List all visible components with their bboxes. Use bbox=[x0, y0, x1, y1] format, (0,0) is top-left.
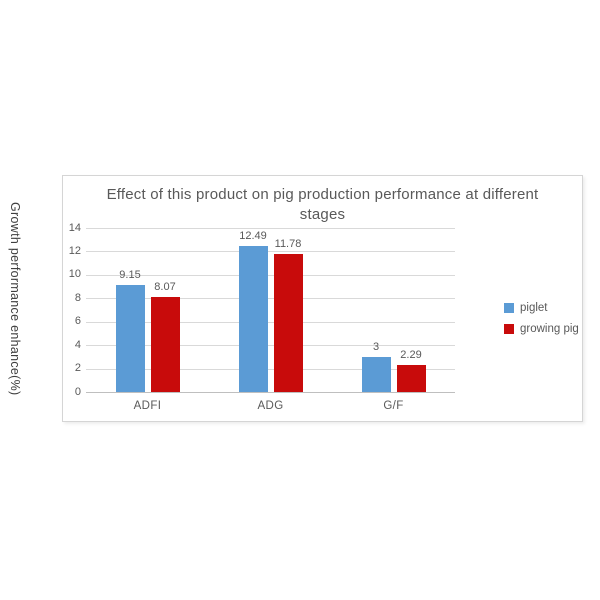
y-tick-label: 12 bbox=[68, 244, 81, 257]
x-axis-line bbox=[86, 392, 455, 393]
bar-growing-pig-ADG bbox=[273, 254, 303, 392]
legend-label: piglet bbox=[520, 302, 548, 314]
gridline bbox=[86, 321, 455, 323]
y-tick-label: 14 bbox=[68, 221, 81, 234]
x-category-label: ADG bbox=[257, 400, 284, 412]
y-axis-title: Growth performance enhance(%) bbox=[8, 201, 22, 396]
gridline bbox=[86, 251, 455, 253]
plot-area: 0 2 4 6 8 10 12 14 9.15 8.07 ADFI 12.49 11.78 ADG 3 2.2… bbox=[69, 222, 455, 412]
legend-label: growing pig bbox=[520, 323, 579, 335]
data-label: 2.29 bbox=[400, 349, 422, 362]
legend-item: piglet bbox=[504, 302, 579, 314]
gridline bbox=[86, 228, 455, 229]
bar-growing-pig-GF bbox=[396, 365, 426, 392]
y-tick-label: 2 bbox=[74, 362, 81, 375]
gridline bbox=[86, 345, 455, 347]
gridline bbox=[86, 274, 455, 276]
data-label: 9.15 bbox=[119, 268, 141, 281]
y-tick-label: 6 bbox=[74, 315, 81, 328]
y-tick-label: 0 bbox=[74, 385, 81, 398]
data-label: 11.78 bbox=[274, 238, 302, 250]
gridline bbox=[86, 298, 455, 300]
x-category-label: G/F bbox=[383, 400, 404, 412]
data-label: 8.07 bbox=[154, 281, 176, 294]
bar-growing-pig-ADFI bbox=[150, 297, 180, 392]
x-category-label: ADFI bbox=[133, 400, 162, 412]
data-label: 3 bbox=[372, 340, 380, 353]
y-tick-label: 8 bbox=[74, 291, 81, 304]
bar-piglet-GF bbox=[361, 356, 391, 392]
chart-container: Effect of this product on pig production… bbox=[62, 175, 583, 422]
legend-item: growing pig bbox=[504, 323, 579, 335]
data-label: 12.49 bbox=[239, 229, 267, 242]
bar-piglet-ADG bbox=[238, 245, 268, 392]
chart-title: Effect of this product on pig production… bbox=[106, 186, 539, 224]
y-tick-label: 4 bbox=[74, 338, 81, 351]
y-tick-label: 10 bbox=[68, 268, 81, 281]
legend: piglet growing pig bbox=[504, 302, 579, 344]
legend-swatch bbox=[504, 324, 514, 334]
legend-swatch bbox=[504, 303, 514, 313]
gridline bbox=[86, 368, 455, 370]
bar-piglet-ADFI bbox=[115, 284, 145, 392]
